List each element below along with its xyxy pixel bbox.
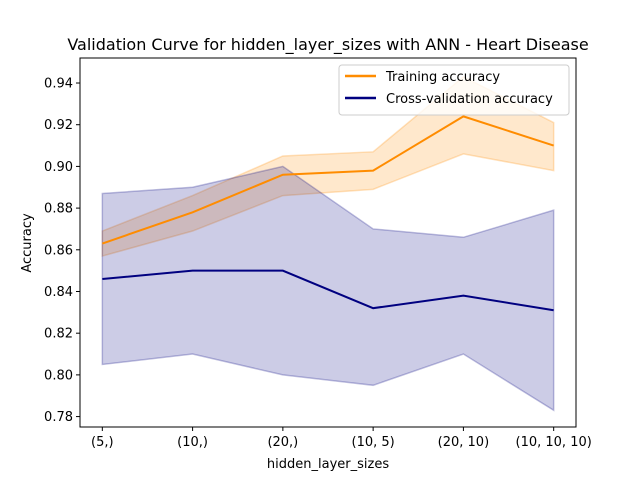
legend-box xyxy=(338,64,570,116)
confidence-band-training xyxy=(101,75,555,258)
x-axis-title: hidden_layer_sizes xyxy=(267,457,389,472)
y-tick-label: 0.88 xyxy=(44,202,73,217)
y-tick-label: 0.82 xyxy=(44,327,73,342)
y-tick-label: 0.94 xyxy=(44,77,73,92)
x-tick-label: (5,) xyxy=(91,435,114,450)
confidence-bands xyxy=(101,75,555,412)
x-axis-ticks: (5,) (10,) (20,) (10, 5) (20, 10) (10, 10, 10… xyxy=(91,427,592,450)
y-tick-label: 0.86 xyxy=(44,243,73,258)
legend-label-cv: Cross-validation accuracy xyxy=(386,92,553,107)
x-tick-label: (10, 5) xyxy=(352,435,395,450)
x-tick-label: (10, 10, 10) xyxy=(516,435,592,450)
x-tick-label: (20, 10) xyxy=(438,435,490,450)
series-line-cv xyxy=(102,269,554,312)
legend-label-training: Training accuracy xyxy=(385,70,500,85)
chart-title: Validation Curve for hidden_layer_sizes … xyxy=(67,35,588,55)
y-tick-label: 0.80 xyxy=(44,368,73,383)
y-axis-ticks: 0.78 0.80 0.82 0.84 0.86 0.88 0.90 0.92 0.94 xyxy=(44,77,80,425)
y-tick-label: 0.84 xyxy=(44,285,73,300)
series-line-training xyxy=(101,115,554,245)
x-tick-label: (10,) xyxy=(177,435,208,450)
y-tick-label: 0.78 xyxy=(44,410,73,425)
legend: Training accuracy Cross-validation accur… xyxy=(338,64,570,116)
y-tick-label: 0.90 xyxy=(44,160,73,175)
x-tick-label: (20,) xyxy=(267,435,298,450)
plot-frame xyxy=(79,57,577,428)
y-tick-label: 0.92 xyxy=(44,118,73,133)
series-lines xyxy=(101,115,554,312)
y-axis-title: Accuracy xyxy=(20,213,35,273)
